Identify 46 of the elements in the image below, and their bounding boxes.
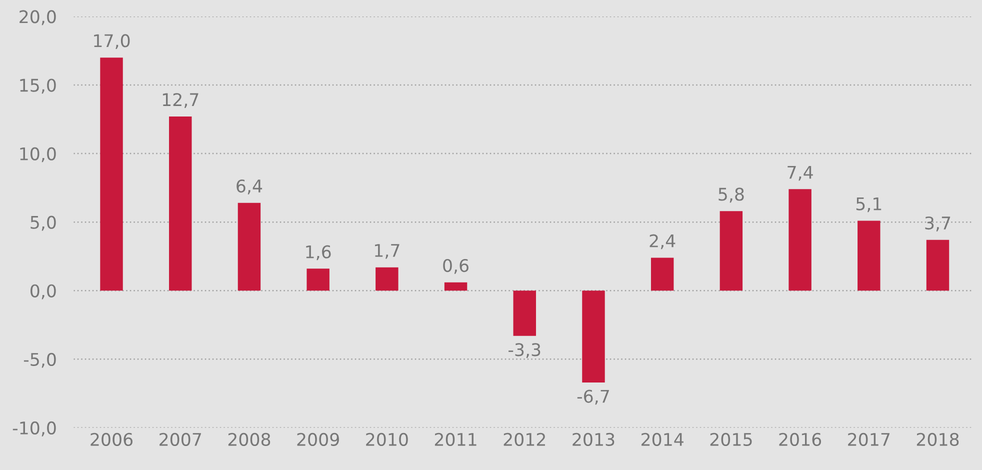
x-tick-label: 2011: [434, 432, 476, 446]
x-tick-label: 2017: [848, 432, 890, 446]
data-label: 6,4: [236, 179, 262, 194]
bar: [513, 290, 536, 336]
bar: [926, 240, 950, 291]
x-tick-label: 2018: [916, 432, 959, 446]
bar: [169, 116, 192, 291]
bar: [100, 58, 123, 291]
bar: [858, 220, 880, 291]
data-label: 5,8: [718, 188, 744, 203]
x-tick-label: 2010: [366, 432, 408, 446]
x-tick-label: 2016: [779, 432, 822, 446]
data-label: 1,6: [306, 245, 331, 260]
x-tick-label: 2012: [504, 432, 545, 446]
data-label: 0,6: [443, 258, 468, 274]
bar: [238, 202, 261, 291]
bar: [720, 211, 743, 291]
y-tick-label: 20,0: [20, 10, 56, 26]
x-tick-label: 2008: [228, 432, 270, 446]
x-tick-label: 2013: [572, 432, 614, 446]
x-tick-label: 2007: [160, 432, 201, 446]
data-label: 3,7: [925, 216, 950, 232]
y-tick-label: 0,0: [30, 284, 56, 300]
bar: [376, 267, 398, 291]
data-label: 12,7: [162, 93, 198, 108]
y-tick-label: 5,0: [30, 216, 56, 231]
y-tick-label: -10,0: [12, 421, 56, 436]
data-label: 2,4: [650, 234, 676, 250]
y-tick-label: 15,0: [20, 78, 56, 94]
y-tick-label: -5,0: [24, 352, 56, 368]
x-tick-label: 2009: [297, 432, 339, 446]
data-label: 5,1: [856, 197, 882, 212]
y-tick-label: 10,0: [20, 147, 56, 162]
x-tick-label: 2014: [642, 432, 684, 446]
x-tick-label: 2015: [710, 432, 752, 446]
bar: [650, 258, 674, 291]
data-label: 7,4: [788, 166, 813, 181]
bar: [582, 290, 605, 382]
data-label: 1,7: [375, 244, 400, 259]
bar: [444, 282, 468, 291]
data-label: -6,7: [577, 390, 609, 405]
x-tick-label: 2006: [90, 432, 133, 446]
data-label: -3,3: [508, 343, 540, 358]
data-label: 17,0: [94, 34, 130, 50]
bar: [788, 189, 812, 291]
bar: [306, 268, 330, 291]
